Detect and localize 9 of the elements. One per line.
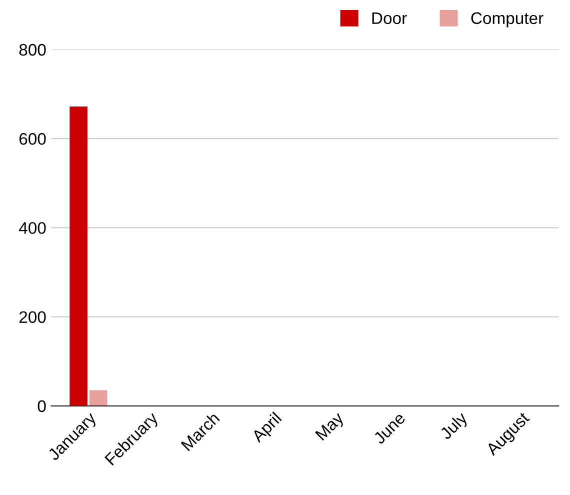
y-tick-label: 200 (19, 311, 46, 324)
y-tick-label: 0 (38, 400, 46, 412)
x-tick-label: May (315, 411, 347, 444)
y-tick-label: 800 (19, 44, 46, 56)
x-tick-label: July (438, 410, 471, 443)
y-tick-label: 400 (19, 222, 46, 234)
y-tick-label: 600 (19, 133, 46, 145)
legend-label: Computer (471, 12, 544, 28)
legend-label: Door (372, 12, 407, 24)
